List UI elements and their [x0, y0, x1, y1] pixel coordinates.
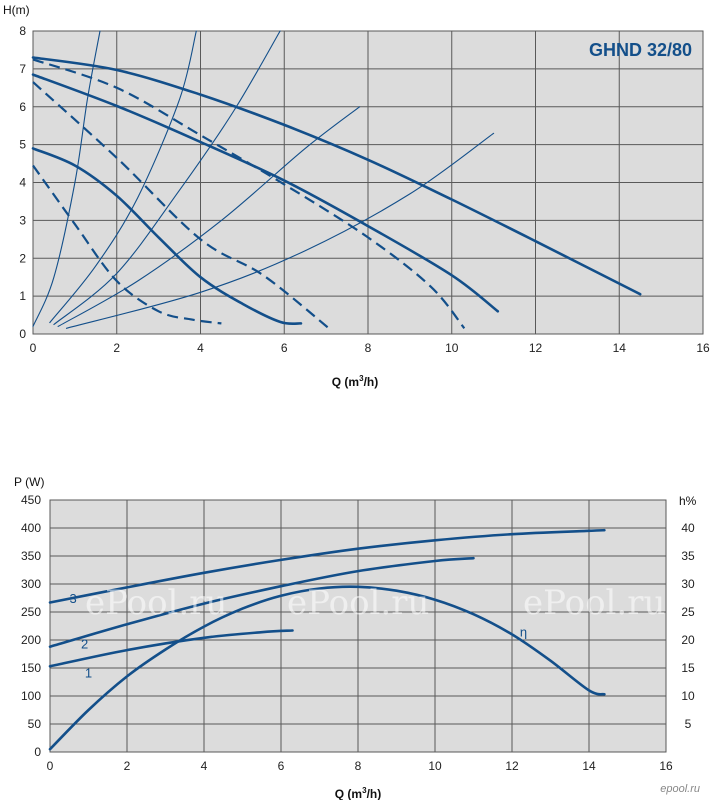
- power-curve-1: [48, 528, 606, 604]
- power-curve-2: [48, 556, 475, 648]
- y-tick-label: 3: [19, 213, 26, 227]
- x-tick-label: 12: [505, 759, 519, 773]
- y-tick-label: 300: [21, 577, 41, 591]
- head-curve-3: [31, 147, 303, 326]
- x-tick-label: 16: [696, 341, 710, 355]
- curve-label-3: 1: [85, 665, 92, 680]
- x-axis-label: Q (m3/h): [335, 786, 381, 800]
- x-tick-label: 4: [197, 341, 204, 355]
- y2-tick-label: 25: [681, 605, 695, 619]
- head-curve-2: [31, 73, 500, 313]
- x-tick-label: 2: [113, 341, 120, 355]
- system-curve-10: [57, 106, 361, 327]
- power-efficiency-chart: 0 2 4 6 8 10 12 14 16050100150200250300350400450…: [14, 475, 697, 800]
- y2-tick-label: 5: [685, 717, 692, 731]
- y-tick-label: 400: [21, 521, 41, 535]
- y-tick-label: 0: [19, 327, 26, 341]
- head-curve-4: [32, 58, 466, 329]
- y2-tick-label: 40: [681, 521, 695, 535]
- y-tick-label: 2: [19, 251, 26, 265]
- y2-tick-label: 10: [681, 689, 695, 703]
- x-tick-label: 6: [278, 759, 285, 773]
- y-tick-label: 200: [21, 633, 41, 647]
- plot-frame: [32, 30, 704, 335]
- y-tick-label: 6: [19, 100, 26, 114]
- x-tick-label: 12: [529, 341, 543, 355]
- y-tick-label: 7: [19, 62, 26, 76]
- y-tick-label: 350: [21, 549, 41, 563]
- y2-tick-label: 30: [681, 577, 695, 591]
- plot-frame: [49, 499, 667, 753]
- watermark: ePool.ru: [85, 583, 227, 623]
- x-tick-label: 14: [613, 341, 627, 355]
- y2-tick-label: 20: [681, 633, 695, 647]
- y-tick-label: 5: [19, 138, 26, 152]
- y-axis-label: H(m): [3, 3, 30, 17]
- watermark: ePool.ru: [287, 583, 429, 623]
- y2-axis-label: h%: [679, 494, 697, 508]
- x-tick-label: 0: [30, 341, 37, 355]
- system-curve-8: [49, 30, 197, 324]
- x-tick-label: 8: [355, 759, 362, 773]
- power-curve-3: [48, 629, 294, 668]
- curve-label-1: 3: [69, 591, 76, 606]
- y2-tick-label: 15: [681, 661, 695, 675]
- system-curve-7: [32, 30, 101, 327]
- y-tick-label: 4: [19, 176, 26, 190]
- curve-label-2: 2: [81, 636, 88, 651]
- x-tick-label: 16: [659, 759, 673, 773]
- y-tick-label: 50: [28, 717, 42, 731]
- y-tick-label: 1: [19, 289, 26, 303]
- y-tick-label: 450: [21, 493, 41, 507]
- x-tick-label: 14: [582, 759, 596, 773]
- watermark: ePool.ru: [523, 583, 665, 623]
- x-tick-label: 10: [445, 341, 459, 355]
- x-axis-label: Q (m3/h): [332, 374, 378, 389]
- head-curve-1: [31, 56, 642, 296]
- y-tick-label: 0: [34, 745, 41, 759]
- x-tick-label: 8: [365, 341, 372, 355]
- y-tick-label: 150: [21, 661, 41, 675]
- x-tick-label: 10: [428, 759, 442, 773]
- chart-title: GHND 32/80: [589, 40, 692, 60]
- system-curve-9: [53, 30, 281, 326]
- y-tick-label: 250: [21, 605, 41, 619]
- power-curve-4: [48, 585, 606, 751]
- site-logo: epool.ru: [660, 783, 700, 795]
- y-axis-label: P (W): [14, 475, 44, 489]
- y-tick-label: 100: [21, 689, 41, 703]
- x-tick-label: 2: [124, 759, 131, 773]
- curve-label-4: η: [520, 625, 527, 640]
- x-tick-label: 0: [47, 759, 54, 773]
- y-tick-label: 8: [19, 24, 26, 38]
- system-curve-11: [65, 132, 495, 329]
- head-curve-5: [32, 81, 331, 331]
- x-tick-label: 6: [281, 341, 288, 355]
- y2-tick-label: 35: [681, 549, 695, 563]
- x-tick-label: 4: [201, 759, 208, 773]
